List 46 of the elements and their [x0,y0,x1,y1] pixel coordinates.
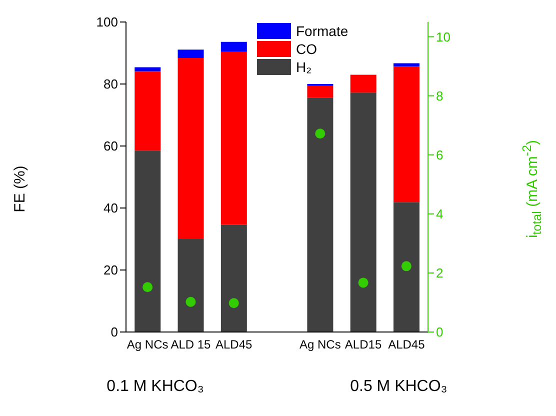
bar [178,50,204,58]
point [142,282,153,292]
text: 0.1 M KHCO₃ [106,378,204,396]
x-tick-label: Ag NCs [126,338,168,352]
legend-label: CO [296,40,317,58]
bar [134,71,161,150]
bar [350,74,376,92]
bar [307,98,334,332]
bar [307,86,334,98]
point [186,296,196,307]
bar [220,51,247,225]
x-tick-label: ALD15 [344,338,382,352]
y2-tick-label: 0 [436,324,444,340]
y2-tick-label: 2 [436,266,444,281]
y-tick-label: 40 [104,200,118,216]
y-tick-label: 20 [104,262,118,278]
bar [393,63,420,66]
bar [178,58,204,239]
y2-tick-label: 10 [436,29,450,44]
bar [134,67,161,72]
point [401,261,412,272]
x-tick-label: ALD 15 [170,338,212,352]
x-tick-label: Ag NCs [299,338,341,352]
y-tick-label: 100 [96,14,118,30]
point [228,298,239,308]
y-tick-label: 60 [104,138,118,154]
bar [178,239,204,332]
legend-label: H₂ [296,58,312,76]
point [315,128,326,139]
y-tick-label: 80 [104,76,118,92]
y2-tick-label: 8 [436,88,444,104]
y2-tick-label: 4 [436,206,444,222]
text: 0.5 M KHCO₃ [350,378,448,396]
x-tick-label: ALD45 [388,338,426,352]
point [358,278,368,288]
bar [134,150,161,332]
y2-tick-label: 6 [436,147,444,162]
bar [393,202,420,332]
y-axis-title: FE (%) [12,166,28,212]
bar [350,92,376,332]
bar [220,42,247,52]
y-tick-label: 0 [110,324,118,340]
legend-label: Formate [296,22,348,40]
bar [220,224,247,332]
bar [393,66,420,202]
x-tick-label: ALD45 [216,338,253,352]
